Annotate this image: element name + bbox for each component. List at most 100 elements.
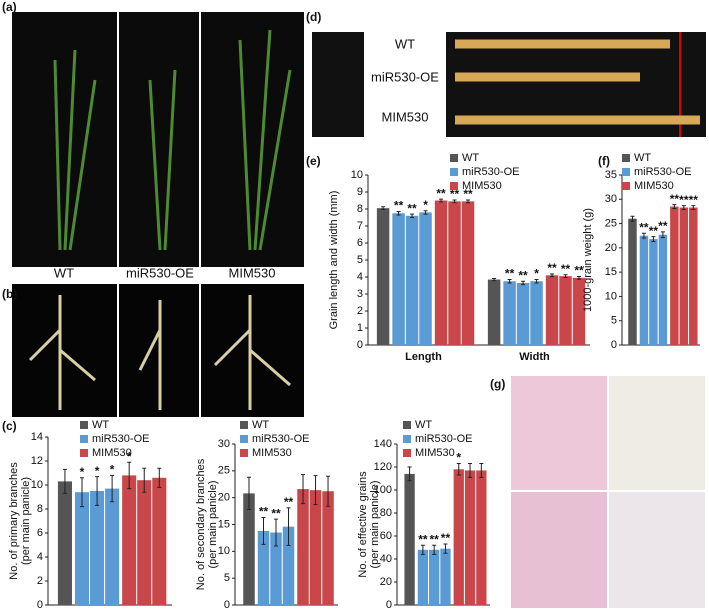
error-bar: [550, 273, 555, 278]
y-tick-label: 15: [605, 266, 617, 278]
error-bar: [381, 206, 386, 211]
y-tick-label: 30: [605, 193, 617, 205]
error-bar: [110, 474, 115, 503]
legend-label: miR530-OE: [92, 433, 149, 445]
significance: **: [658, 219, 668, 233]
significance: **: [418, 532, 428, 546]
error-bar: [651, 236, 656, 243]
y-axis-label: Grain length and width (mm): [328, 191, 340, 330]
error-bar: [630, 215, 635, 222]
significance: **: [394, 199, 404, 213]
legend-swatch: [240, 449, 248, 457]
error-bar: [410, 213, 415, 218]
y-tick-label: 25: [218, 465, 230, 477]
error-bar: [443, 543, 448, 554]
y-tick-label: 60: [380, 530, 392, 542]
significance: **: [284, 495, 294, 509]
significance: **: [259, 505, 269, 519]
bar: [137, 480, 152, 605]
significance: **: [561, 262, 571, 276]
plant-label: miR530-OE: [126, 265, 194, 280]
bar: [628, 218, 637, 345]
legend-label: miR530-OE: [415, 433, 472, 445]
error-bar: [563, 274, 568, 279]
error-bar: [452, 199, 457, 204]
y-tick-label: 4: [357, 271, 363, 283]
error-bar: [286, 507, 291, 546]
section-photo: [511, 376, 607, 490]
bar: [90, 491, 105, 605]
y-tick-label: 3: [357, 288, 363, 300]
bar: [376, 208, 390, 345]
bar: [392, 213, 405, 345]
bar: [282, 526, 295, 605]
error-bar: [420, 544, 425, 555]
grain-photo: [312, 32, 364, 137]
error-bar: [246, 476, 251, 510]
significance: **: [518, 268, 528, 282]
x-tick-label: Width: [519, 351, 550, 363]
y-axis-label: No. of primary branches: [8, 462, 20, 580]
bar: [404, 473, 415, 605]
y-tick-label: 2: [357, 305, 363, 317]
panel-label: (f): [598, 154, 610, 168]
legend-label: MIM530: [634, 180, 674, 192]
y-axis-label: No. of effective grains: [357, 471, 369, 578]
significance: **: [407, 201, 417, 215]
legend-swatch: [622, 168, 630, 176]
significance: **: [639, 220, 649, 234]
bar: [516, 282, 530, 345]
bar: [649, 239, 658, 345]
bar: [559, 276, 572, 345]
error-bar: [507, 279, 512, 284]
y-tick-label: 10: [605, 290, 617, 302]
significance: *: [423, 198, 428, 212]
significance: *: [456, 451, 461, 465]
significance: **: [463, 187, 473, 201]
significance: *: [80, 465, 85, 479]
bar: [322, 491, 334, 605]
y-tick-label: 15: [218, 518, 230, 530]
bar: [417, 549, 429, 605]
plant-photo: [201, 12, 304, 267]
bar: [464, 470, 476, 605]
significance: **: [271, 506, 281, 520]
y-tick-label: 100: [374, 484, 392, 496]
legend-label: WT: [415, 419, 432, 431]
panel-label: (e): [306, 154, 321, 168]
error-bar: [432, 544, 437, 555]
legend-label: miR530-OE: [252, 433, 309, 445]
legend-label: miR530-OE: [634, 166, 691, 178]
bar: [670, 206, 679, 345]
y-tick-label: 40: [380, 553, 392, 565]
y-tick-label: 9: [357, 186, 363, 198]
y-axis-label: (per main panicle): [20, 477, 32, 565]
legend-swatch: [622, 154, 630, 162]
bar: [74, 492, 90, 605]
bar: [429, 549, 440, 605]
legend-label: WT: [462, 152, 479, 164]
y-tick-label: 35: [605, 169, 617, 181]
bar: [530, 281, 543, 345]
bar: [689, 207, 698, 345]
y-tick-label: 0: [386, 599, 392, 611]
bar: [679, 207, 689, 345]
error-bar: [439, 198, 444, 203]
legend-swatch: [240, 421, 248, 429]
significance: **: [505, 267, 515, 281]
bar: [572, 277, 586, 345]
y-axis-label: No. of secondary branches: [195, 458, 207, 590]
bar: [545, 275, 559, 345]
panel-label: (d): [306, 10, 321, 24]
y-tick-label: 10: [218, 545, 230, 557]
y-tick-label: 10: [31, 479, 43, 491]
bar: [434, 200, 448, 345]
y-tick-label: 7: [357, 220, 363, 232]
panel-label: (a): [2, 0, 17, 14]
bar: [257, 530, 270, 605]
y-tick-label: 0: [224, 599, 230, 611]
bar: [270, 532, 282, 605]
legend-swatch: [622, 182, 630, 190]
y-tick-label: 20: [605, 242, 617, 254]
y-tick-label: 14: [31, 431, 43, 443]
